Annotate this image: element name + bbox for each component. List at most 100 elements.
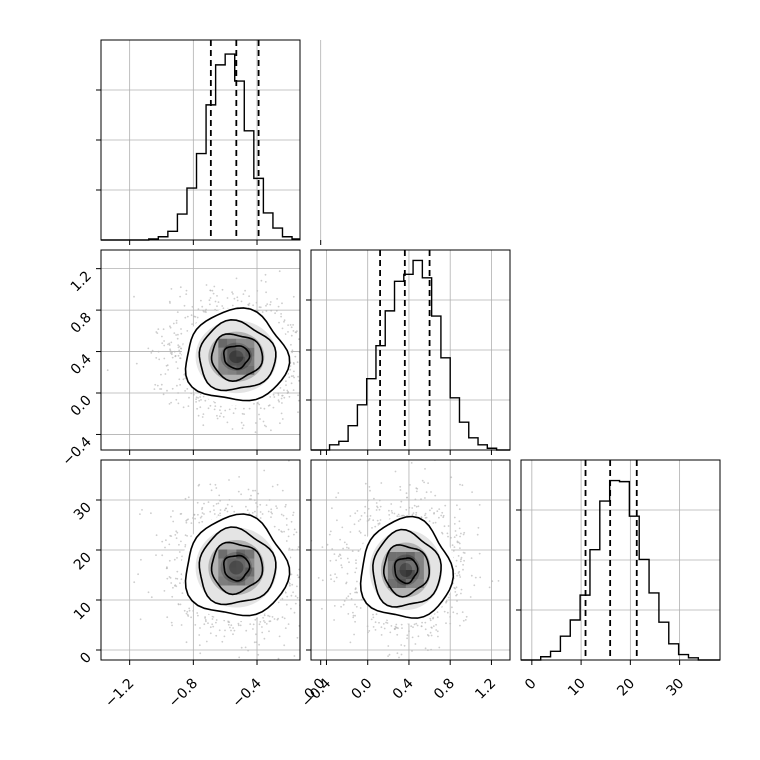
sample-point bbox=[435, 623, 437, 626]
sample-point bbox=[252, 628, 254, 630]
sample-point bbox=[255, 633, 257, 636]
sample-point bbox=[179, 384, 182, 386]
sample-point bbox=[215, 621, 217, 624]
sample-point bbox=[349, 592, 352, 595]
sample-point bbox=[273, 396, 276, 398]
x-tick-label-p2: 0.8 bbox=[431, 676, 458, 703]
sample-point bbox=[236, 296, 239, 299]
contour-line bbox=[372, 528, 442, 608]
y-tick-label-p2: 0.0 bbox=[68, 393, 95, 420]
sample-point bbox=[187, 496, 190, 499]
sample-point bbox=[215, 634, 218, 637]
sample-point bbox=[349, 515, 352, 517]
sample-point bbox=[449, 616, 451, 618]
sample-point bbox=[293, 533, 295, 536]
sample-point bbox=[307, 355, 309, 357]
sample-point bbox=[175, 585, 178, 588]
scatter-p1-p3 bbox=[96, 459, 322, 665]
sample-point bbox=[390, 625, 393, 627]
sample-point bbox=[170, 401, 173, 404]
sample-point bbox=[294, 355, 297, 358]
sample-point bbox=[215, 619, 218, 621]
sample-point bbox=[133, 295, 135, 298]
sample-point bbox=[210, 489, 213, 492]
sample-point bbox=[277, 392, 280, 395]
sample-point bbox=[436, 630, 439, 633]
sample-point bbox=[340, 557, 342, 560]
sample-point bbox=[196, 316, 199, 319]
sample-point bbox=[197, 614, 199, 617]
sample-point bbox=[300, 401, 302, 403]
density-cell bbox=[414, 570, 424, 579]
sample-point bbox=[188, 607, 191, 610]
sample-point bbox=[150, 352, 153, 354]
sample-point bbox=[285, 524, 288, 526]
sample-point bbox=[179, 582, 181, 584]
sample-point bbox=[285, 517, 288, 520]
sample-point bbox=[470, 574, 473, 577]
scatter-p2-p3 bbox=[306, 459, 511, 665]
sample-point bbox=[254, 489, 257, 492]
sample-point bbox=[185, 521, 188, 524]
sample-point bbox=[368, 518, 371, 520]
sample-point bbox=[202, 310, 205, 312]
sample-point bbox=[424, 512, 427, 515]
sample-point bbox=[254, 422, 257, 424]
sample-point bbox=[215, 487, 218, 489]
sample-point bbox=[160, 388, 163, 390]
sample-point bbox=[185, 289, 188, 292]
sample-point bbox=[213, 513, 216, 515]
sample-point bbox=[354, 512, 357, 515]
sample-point bbox=[424, 497, 426, 499]
sample-point bbox=[219, 409, 221, 411]
sample-point bbox=[198, 521, 201, 524]
sample-point bbox=[286, 389, 289, 392]
sample-point bbox=[430, 507, 433, 510]
sample-point bbox=[372, 626, 375, 628]
sample-point bbox=[347, 613, 350, 615]
density-cell bbox=[218, 356, 228, 366]
density-cell bbox=[236, 576, 246, 586]
sample-point bbox=[261, 626, 263, 628]
sample-point bbox=[446, 611, 449, 614]
sample-point bbox=[298, 379, 300, 382]
sample-point bbox=[421, 621, 423, 624]
sample-point bbox=[188, 396, 190, 399]
sample-point bbox=[292, 375, 295, 377]
sample-point bbox=[235, 277, 238, 280]
sample-point bbox=[239, 624, 242, 627]
sample-point bbox=[175, 398, 178, 401]
sample-point bbox=[241, 412, 244, 415]
sample-point bbox=[437, 635, 439, 638]
sample-point bbox=[337, 492, 340, 494]
sample-point bbox=[186, 610, 189, 613]
sample-point bbox=[341, 566, 343, 569]
sample-point bbox=[247, 303, 250, 306]
density-cell bbox=[396, 561, 406, 570]
sample-point bbox=[155, 331, 158, 333]
sample-point bbox=[452, 611, 455, 614]
sample-point bbox=[211, 623, 214, 626]
sample-point bbox=[457, 555, 460, 557]
panel-frame bbox=[310, 459, 511, 661]
sample-point bbox=[346, 572, 349, 575]
contour-line bbox=[222, 554, 251, 582]
sample-point bbox=[233, 297, 236, 300]
density-cell bbox=[236, 365, 246, 375]
sample-point bbox=[252, 489, 254, 492]
sample-point bbox=[254, 618, 257, 621]
sample-point bbox=[153, 388, 156, 390]
sample-point bbox=[213, 285, 216, 288]
sample-point bbox=[194, 315, 197, 318]
sample-point bbox=[281, 402, 283, 404]
sample-point bbox=[259, 511, 262, 513]
sample-point bbox=[372, 613, 374, 616]
sample-point bbox=[182, 378, 185, 381]
sample-point bbox=[463, 552, 466, 554]
sample-point bbox=[232, 633, 234, 636]
sample-point bbox=[290, 375, 293, 378]
sample-point bbox=[477, 526, 480, 529]
sample-point bbox=[168, 403, 171, 405]
sample-point bbox=[346, 557, 349, 560]
sample-point bbox=[432, 625, 435, 627]
